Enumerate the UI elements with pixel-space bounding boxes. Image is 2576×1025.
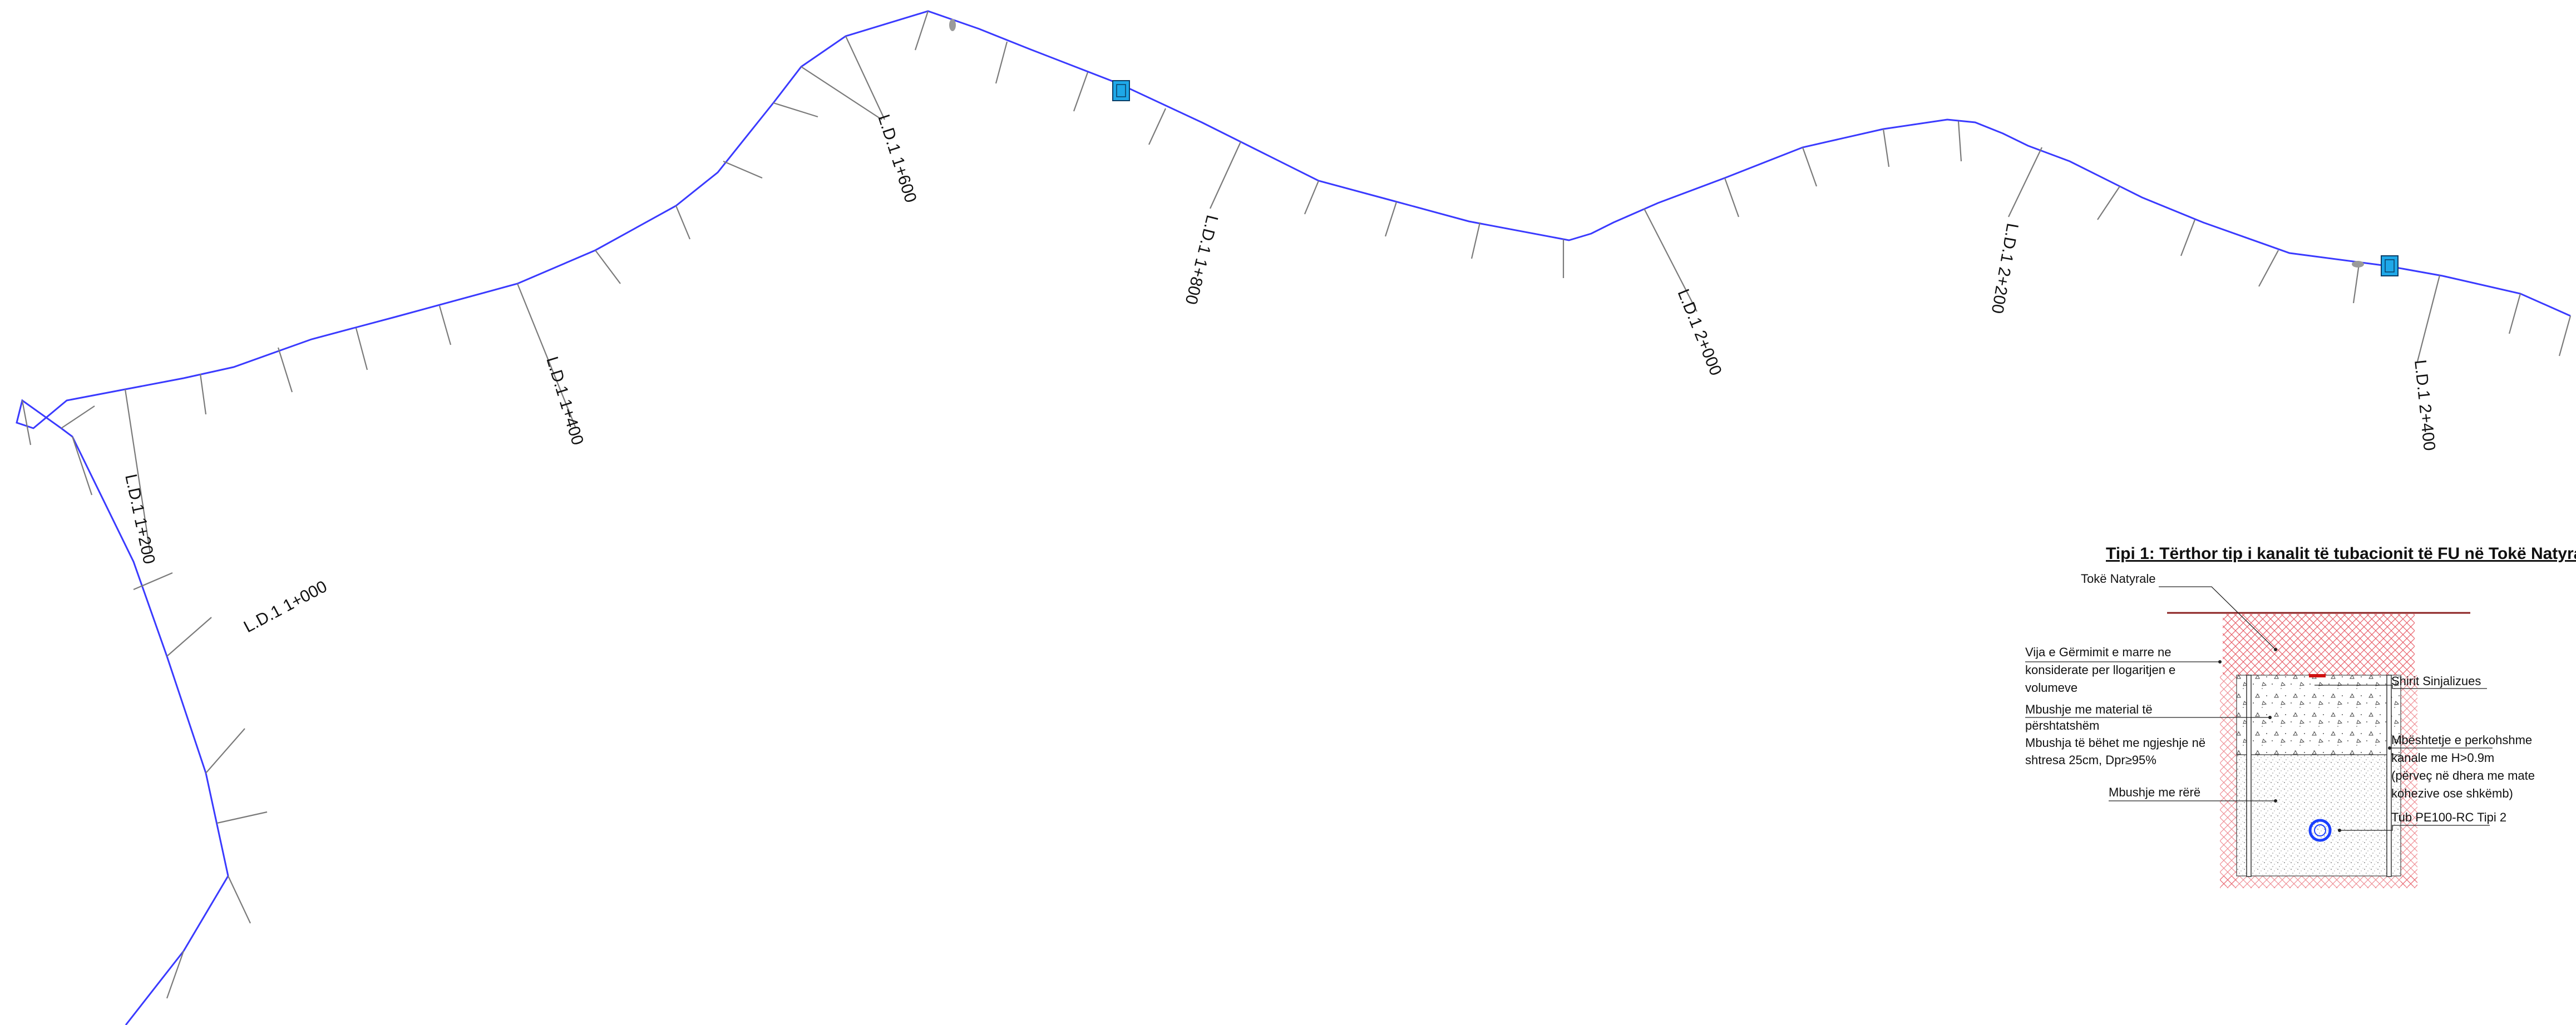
shoring-label: kohezive ose shkëmb) <box>2391 786 2513 800</box>
trench-bottom-soil <box>2220 876 2417 888</box>
node-marker <box>949 19 956 31</box>
trench-wall-soil <box>2401 675 2417 887</box>
station-labels: L.D.1 1+000 L.D.1 1+200 L.D.1 1+400 L.D.… <box>121 112 2439 636</box>
station-label: L.D.1 1+200 <box>121 473 158 566</box>
shoring-label: (përveç në dhera me mate <box>2391 769 2535 783</box>
pipe-icon <box>2308 819 2332 842</box>
fill-label: shtresa 25cm, Dpr≥95% <box>2025 753 2156 767</box>
shoring-wall <box>2386 675 2392 877</box>
excavation-line-label: konsiderate per llogaritjen e <box>2025 663 2175 677</box>
station-label: L.D.1 2+000 <box>1674 286 1725 378</box>
station-label: L.D.1 2+400 <box>2411 359 2439 452</box>
pipe-label: Tub PE100-RC Tipi 2 <box>2391 810 2506 824</box>
shoring-label: Mbështetje e perkohshme <box>2391 733 2532 747</box>
station-label: L.D.1 1+400 <box>542 354 587 447</box>
fill-label: Mbushje me material të <box>2025 702 2153 716</box>
sand-label: Mbushje me rërë <box>2109 785 2200 799</box>
station-label: L.D.1 1+000 <box>241 577 330 636</box>
warning-tape-label: Shirit Sinjalizues <box>2391 674 2481 688</box>
valve-marker <box>2381 255 2399 276</box>
sand-bedding-zone <box>2236 754 2401 877</box>
trench-cross-section: Tipi 1: Tërthor tip i kanalit të tubacio… <box>2025 544 2576 888</box>
fill-label: Mbushja të bëhet me ngjeshje në <box>2025 736 2205 750</box>
natural-soil-layer <box>2223 614 2415 675</box>
station-label: L.D.1 2+200 <box>1988 222 2022 315</box>
station-ticks <box>21 11 2572 999</box>
section-annotations: Tokë Natyrale Vija e Gërmimit e marre ne… <box>2025 572 2535 824</box>
pipeline-route-line <box>16 10 2571 1025</box>
station-label: L.D.1 1+600 <box>874 112 920 205</box>
shoring-label: kanale me H>0.9m <box>2391 751 2494 765</box>
shoring-wall <box>2246 675 2252 877</box>
trench-wall-soil <box>2220 675 2237 887</box>
valve-marker <box>1112 80 1130 101</box>
natural-ground-label: Tokë Natyrale <box>2081 572 2156 586</box>
excavation-line-label: volumeve <box>2025 681 2077 695</box>
fill-label: përshtatshëm <box>2025 719 2099 732</box>
section-title: Tipi 1: Tërthor tip i kanalit të tubacio… <box>2106 544 2576 563</box>
node-marker <box>2352 261 2364 268</box>
backfill-zone <box>2236 675 2401 755</box>
excavation-line-label: Vija e Gërmimit e marre ne <box>2025 645 2171 659</box>
station-label: L.D.1 1+800 <box>1181 213 1221 306</box>
